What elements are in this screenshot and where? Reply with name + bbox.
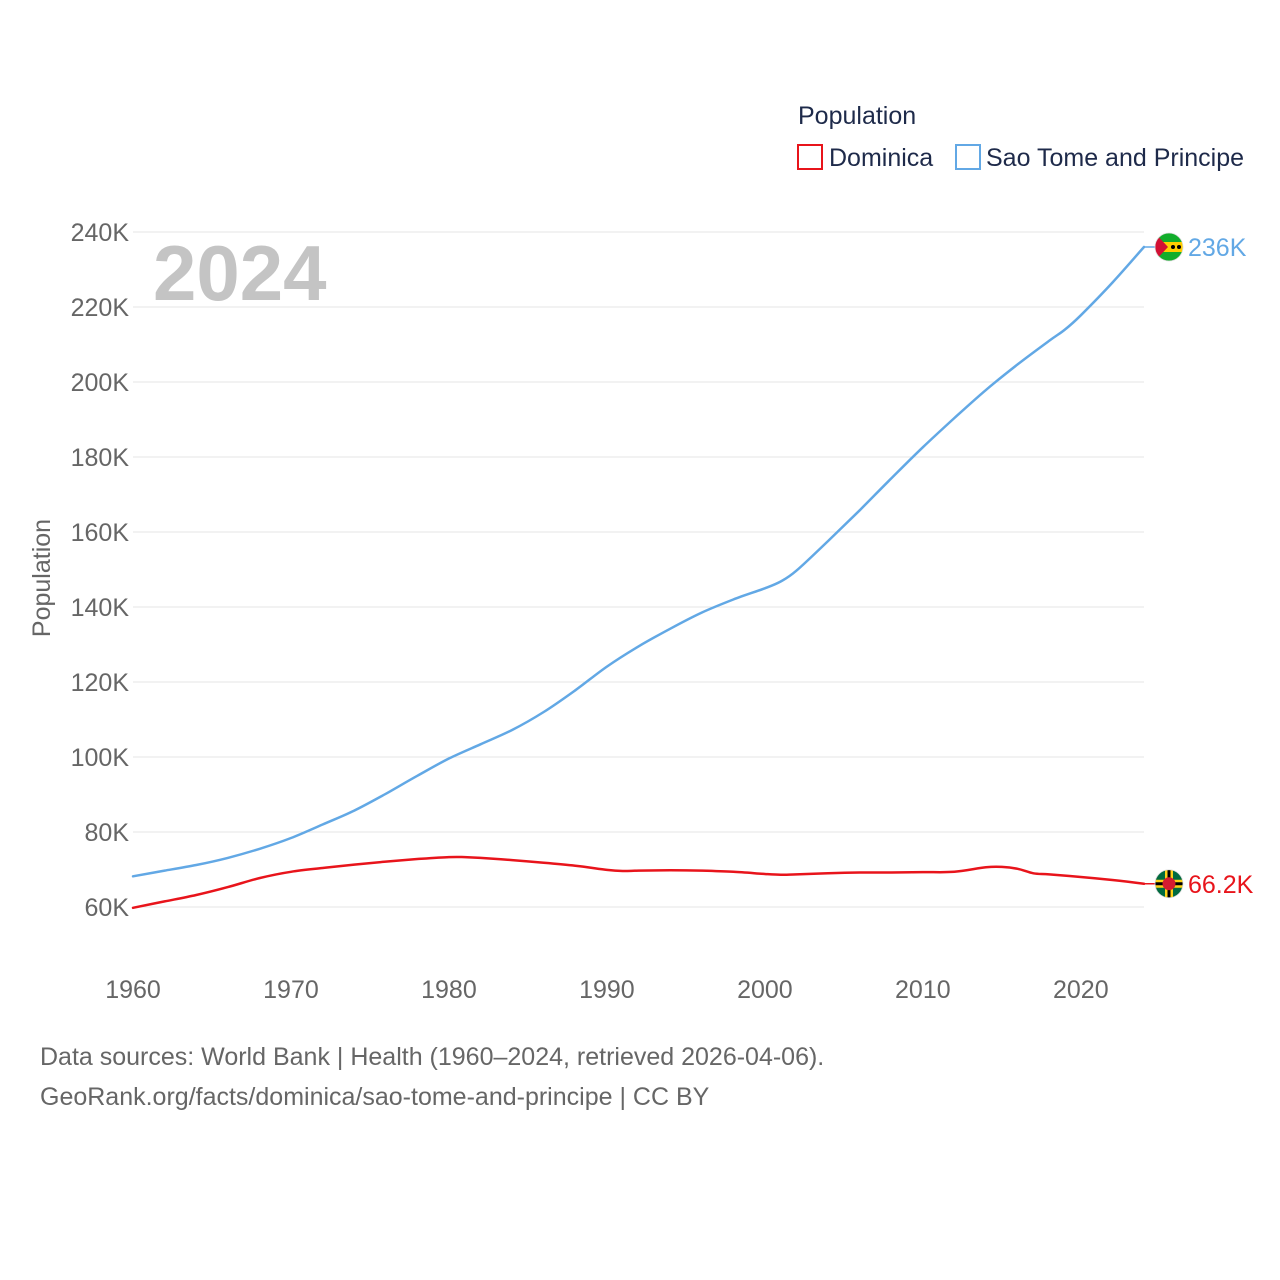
x-tick-label: 1980 (421, 976, 477, 1004)
x-tick-label: 1970 (263, 976, 319, 1004)
legend-label-dominica: Dominica (829, 144, 933, 172)
dominica-flag-icon (1154, 869, 1184, 899)
x-tick-label: 1990 (579, 976, 635, 1004)
y-tick-label: 180K (71, 444, 130, 472)
y-tick-label: 220K (71, 294, 130, 322)
x-tick-labels: 1960 1970 1980 1990 2000 2010 2020 (105, 976, 1108, 1004)
y-tick-label: 60K (85, 894, 130, 922)
series-lines (131, 245, 1146, 910)
legend-title: Population (798, 102, 916, 130)
y-tick-labels: 60K 80K 100K 120K 140K 160K 180K 200K 220K 240K (71, 219, 130, 922)
legend-item-dominica[interactable]: Dominica (797, 144, 933, 172)
y-tick-label: 140K (71, 594, 130, 622)
legend: Population Dominica Sao Tome and Princip… (797, 102, 1244, 172)
x-tick-label: 2000 (737, 976, 793, 1004)
y-tick-label: 120K (71, 669, 130, 697)
y-tick-label: 240K (71, 219, 130, 247)
y-tick-label: 80K (85, 819, 130, 847)
footer-link[interactable]: GeoRank.org/facts/dominica/sao-tome-and-… (40, 1083, 710, 1111)
year-watermark: 2024 (153, 229, 327, 317)
y-tick-label: 160K (71, 519, 130, 547)
series-line-sao-tome-and-principe (131, 245, 1146, 878)
y-axis-title: Population (28, 519, 56, 637)
legend-label-sao-tome-and-principe: Sao Tome and Principe (986, 144, 1244, 172)
sao-tome-and-principe-flag-icon (1154, 232, 1184, 262)
x-tick-label: 1960 (105, 976, 161, 1004)
legend-swatch-sao-tome-and-principe (955, 144, 981, 170)
end-label-sao-tome-and-principe: 236K (1188, 234, 1247, 262)
x-tick-label: 2010 (895, 976, 951, 1004)
y-tick-label: 100K (71, 744, 130, 772)
legend-swatch-dominica (797, 144, 823, 170)
legend-item-sao-tome-and-principe[interactable]: Sao Tome and Principe (955, 144, 1244, 172)
x-tick-label: 2020 (1053, 976, 1109, 1004)
series-line-dominica (131, 855, 1146, 910)
y-tick-label: 200K (71, 369, 130, 397)
series-end-labels: 66.2K 236K (1144, 232, 1254, 899)
gridlines (133, 231, 1144, 908)
end-label-dominica: 66.2K (1188, 871, 1254, 899)
footer-source: Data sources: World Bank | Health (1960–… (40, 1043, 825, 1071)
